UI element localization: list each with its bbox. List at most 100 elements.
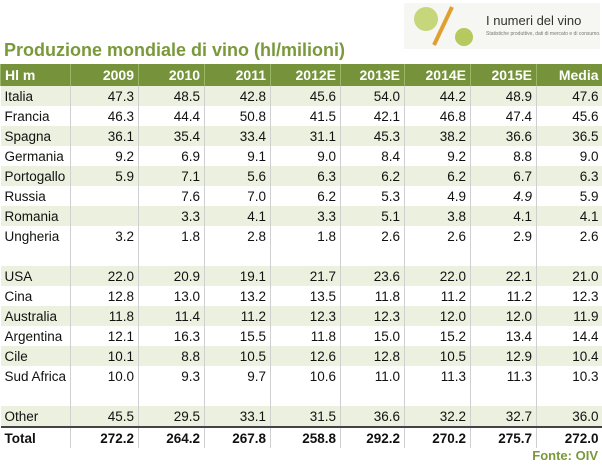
cell: 2009 xyxy=(70,64,139,86)
cell: 12.3 xyxy=(270,306,341,326)
cell: 2010 xyxy=(138,64,205,86)
cell: 12.8 xyxy=(70,286,139,306)
cell: 7.1 xyxy=(138,166,205,186)
cell: 270.2 xyxy=(404,426,471,448)
table-row: Italia 47.3 48.5 42.8 45.6 54.0 44.2 48.9 47.6 xyxy=(0,86,602,106)
cell: 11.2 xyxy=(204,306,271,326)
cell: 13.2 xyxy=(204,286,271,306)
cell: 6.2 xyxy=(270,186,341,206)
table-row: Hl m 2009 2010 2011 2012E 2013E 2014E 2015E Medi… xyxy=(0,64,602,86)
cell: 31.1 xyxy=(270,126,341,146)
cell: 2.8 xyxy=(204,226,271,246)
cell: 3.3 xyxy=(138,206,205,226)
cell: 45.6 xyxy=(536,106,602,126)
table-row: USA 22.0 20.9 19.1 21.7 23.6 22.0 22.1 21.0 xyxy=(0,266,602,286)
cell: 258.8 xyxy=(270,426,341,448)
cell: 2.6 xyxy=(404,226,471,246)
cell: 1.8 xyxy=(270,226,341,246)
cell: 14.4 xyxy=(536,326,602,346)
cell: 2.6 xyxy=(340,226,405,246)
logo: I numeri del vino Statistiche produttive… xyxy=(404,3,601,49)
empty-cell xyxy=(404,246,471,266)
row-label: Romania xyxy=(0,206,71,226)
cell: 10.1 xyxy=(70,346,139,366)
cell: 29.5 xyxy=(138,406,205,427)
logo-icon xyxy=(414,6,473,46)
cell: 2.9 xyxy=(470,226,537,246)
cell: 12.6 xyxy=(270,346,341,366)
row-label: Argentina xyxy=(4,328,63,344)
cell: 272.0 xyxy=(536,426,602,448)
cell: 31.5 xyxy=(270,406,341,427)
cell: 11.9 xyxy=(536,306,602,326)
cell: 12.8 xyxy=(340,346,405,366)
cell: 10.0 xyxy=(70,366,139,386)
cell: 264.2 xyxy=(138,426,205,448)
empty-cell xyxy=(470,246,537,266)
empty-cell xyxy=(70,386,139,406)
cell: 11.3 xyxy=(470,366,537,386)
cell: 15.0 xyxy=(340,326,405,346)
empty-cell xyxy=(138,246,205,266)
cell: 46.3 xyxy=(70,106,139,126)
table-row: Germania 9.2 6.9 9.1 9.0 8.4 9.2 8.8 9.0 xyxy=(1,146,602,166)
table-row: Francia 46.3 44.4 50.8 41.5 42.1 46.8 47.4 45.6 xyxy=(1,106,602,126)
cell: 4.9 xyxy=(470,186,537,206)
cell: 10.6 xyxy=(270,366,341,386)
cell: 22.0 xyxy=(70,266,139,286)
cell: 2011 xyxy=(204,64,271,86)
empty-cell xyxy=(536,386,602,406)
table-row: Cina 12.8 13.0 13.2 13.5 11.8 11.2 11.2 12.3 xyxy=(1,286,602,306)
cell: 5.9 xyxy=(70,166,139,186)
source: Fonte: OIV xyxy=(532,448,598,463)
row-label: Sud Africa xyxy=(4,368,67,384)
cell: 5.1 xyxy=(340,206,405,226)
cell: 4.1 xyxy=(204,206,271,226)
cell: 36.6 xyxy=(470,126,537,146)
cell: 12.9 xyxy=(470,346,537,366)
row-label: Portogallo xyxy=(0,166,71,186)
row-label: Ungheria xyxy=(4,228,60,244)
row-label: Cina xyxy=(4,288,33,304)
cell: 44.4 xyxy=(138,106,205,126)
cell: 292.2 xyxy=(340,426,405,448)
row-label: Hl m xyxy=(0,64,71,86)
cell: 2014E xyxy=(404,64,471,86)
cell: 10.4 xyxy=(536,346,602,366)
cell: 2.6 xyxy=(536,226,602,246)
cell xyxy=(70,206,139,226)
empty-cell xyxy=(404,386,471,406)
row-label: Australia xyxy=(0,306,71,326)
empty-cell xyxy=(138,386,205,406)
cell: 11.8 xyxy=(70,306,139,326)
empty-cell xyxy=(536,246,602,266)
empty-cell xyxy=(270,386,341,406)
empty-cell xyxy=(1,246,71,266)
cell: 6.3 xyxy=(270,166,341,186)
cell: 21.7 xyxy=(270,266,341,286)
empty-cell xyxy=(340,386,405,406)
cell: 3.3 xyxy=(270,206,341,226)
cell: 5.6 xyxy=(204,166,271,186)
cell: 12.0 xyxy=(470,306,537,326)
cell: 9.7 xyxy=(204,366,271,386)
cell: 21.0 xyxy=(536,266,602,286)
cell: 11.2 xyxy=(404,286,471,306)
table-row: Sud Africa 10.0 9.3 9.7 10.6 11.0 11.3 11.3 10.3 xyxy=(1,366,602,386)
cell: 32.2 xyxy=(404,406,471,427)
cell: 6.2 xyxy=(340,166,405,186)
cell: 38.2 xyxy=(404,126,471,146)
cell: 36.5 xyxy=(536,126,602,146)
empty-cell xyxy=(204,386,271,406)
table-row: Russia 7.6 7.0 6.2 5.3 4.9 4.9 5.9 xyxy=(1,186,602,206)
cell: 12.3 xyxy=(340,306,405,326)
cell: 4.1 xyxy=(470,206,537,226)
spacer-row xyxy=(1,386,602,406)
cell: 8.4 xyxy=(340,146,405,166)
cell: 36.6 xyxy=(340,406,405,427)
cell: 275.7 xyxy=(470,426,537,448)
empty-cell xyxy=(70,246,139,266)
cell: 48.9 xyxy=(470,86,537,106)
empty-cell xyxy=(340,246,405,266)
row-label: Russia xyxy=(4,188,46,204)
